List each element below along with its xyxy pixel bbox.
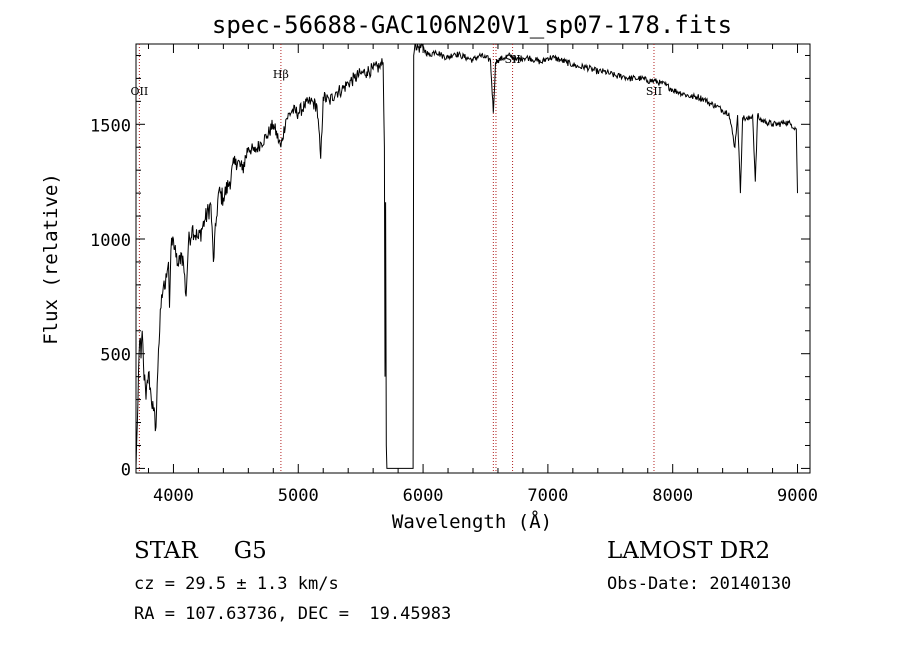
- x-tick-label: 4000: [153, 486, 194, 506]
- line-marker-label: OII: [131, 85, 149, 98]
- y-axis-label: Flux (relative): [40, 173, 62, 345]
- axis-ticks: 4000 5000 6000 7000 8000 9000 0 500 1000 1500: [90, 44, 818, 506]
- x-tick-label: 8000: [652, 486, 693, 506]
- x-axis-label: Wavelength (Å): [392, 510, 552, 533]
- survey-label: LAMOST DR2: [607, 538, 771, 564]
- y-tick-label: 500: [100, 346, 131, 366]
- chart-title: spec-56688-GAC106N20V1_sp07-178.fits: [212, 11, 732, 39]
- radec-readout: RA = 107.63736, DEC = 19.45983: [134, 604, 452, 624]
- x-tick-label: 5000: [278, 486, 319, 506]
- y-tick-label: 1500: [90, 116, 131, 136]
- obs-date: Obs-Date: 20140130: [607, 574, 792, 594]
- line-marker-label: Hβ: [273, 68, 289, 81]
- line-marker-label: SII: [504, 53, 520, 66]
- line-marker-label: SII: [646, 85, 662, 98]
- x-tick-label: 9000: [777, 486, 818, 506]
- line-markers: OII Hβ SII SII: [131, 44, 662, 473]
- plot-frame: [135, 43, 811, 474]
- subclass-label: G5: [233, 538, 267, 564]
- x-tick-label: 7000: [527, 486, 568, 506]
- cz-readout: cz = 29.5 ± 1.3 km/s: [134, 574, 339, 594]
- x-tick-label: 6000: [403, 486, 444, 506]
- y-tick-label: 0: [121, 460, 131, 480]
- y-tick-label: 1000: [90, 231, 131, 251]
- class-label: STAR: [134, 538, 198, 564]
- object-class: STAR G5: [134, 538, 267, 564]
- spectrum-line: [135, 43, 798, 469]
